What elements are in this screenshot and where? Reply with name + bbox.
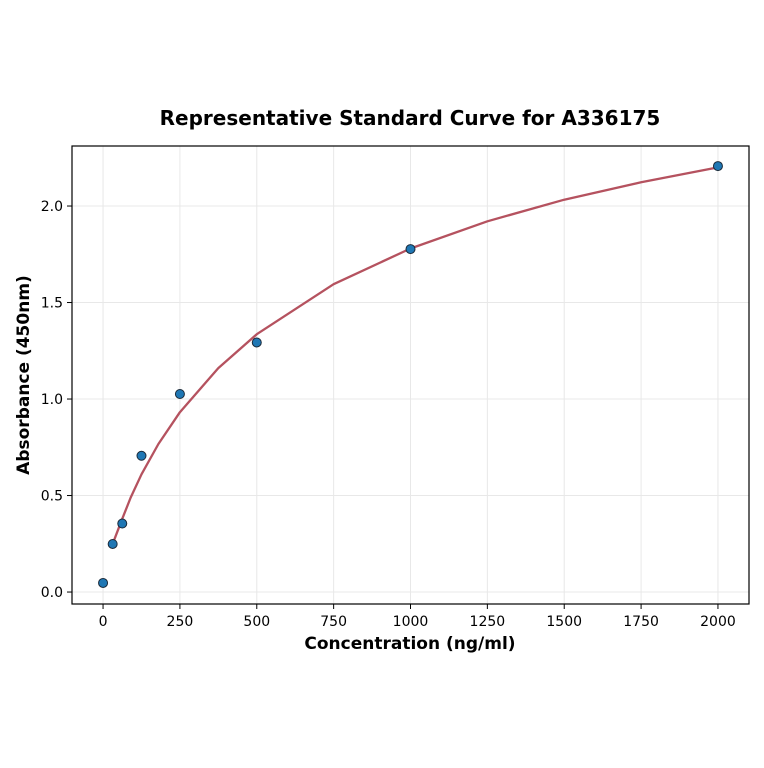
fit-curve: [111, 166, 719, 545]
data-point: [174, 389, 185, 400]
fit-curve-group: [111, 166, 719, 545]
y-tick-label: 0.5: [41, 489, 63, 505]
x-axis-label: Concentration (ng/ml): [304, 634, 515, 654]
x-tick-label: 1000: [393, 614, 429, 630]
data-point: [107, 538, 118, 549]
x-tick-label: 0: [99, 614, 108, 630]
y-tick-label: 2.0: [41, 199, 63, 215]
grid: [72, 146, 749, 604]
x-tick-label: 750: [320, 614, 347, 630]
y-tick-label: 1.5: [41, 296, 63, 312]
x-tick-label: 1500: [546, 614, 582, 630]
y-tick-label: 0.0: [41, 585, 63, 601]
x-tick-label: 500: [243, 614, 270, 630]
data-point: [98, 577, 109, 588]
y-axis-label: Absorbance (450nm): [14, 275, 34, 475]
x-tick-label: 2000: [700, 614, 736, 630]
data-point: [136, 450, 147, 461]
data-point: [117, 518, 128, 529]
x-tick-label: 250: [167, 614, 194, 630]
data-point: [712, 161, 723, 172]
chart-title: Representative Standard Curve for A33617…: [160, 106, 661, 130]
x-tick-label: 1750: [623, 614, 659, 630]
x-tick-label: 1250: [470, 614, 506, 630]
data-point: [405, 244, 416, 255]
data-points: [98, 161, 723, 588]
x-axis-ticks: 0 250 500 750 1000 1250 1500 1750 2000: [99, 604, 736, 630]
y-tick-label: 1.0: [41, 392, 63, 408]
data-point: [251, 337, 262, 348]
y-axis-ticks: 0.0 0.5 1.0 1.5 2.0: [41, 199, 72, 601]
